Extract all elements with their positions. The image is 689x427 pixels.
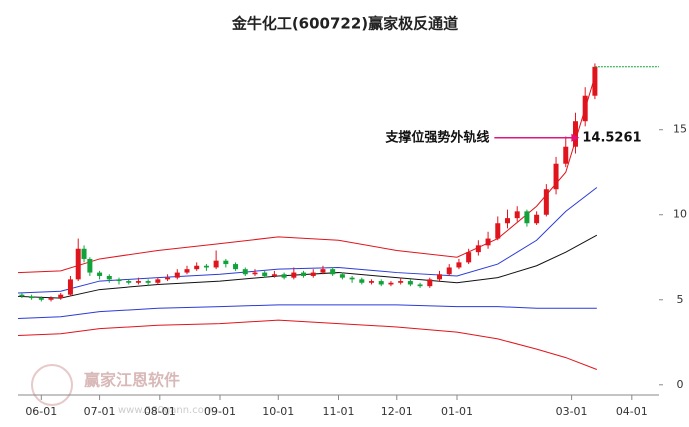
candle-body xyxy=(504,218,510,224)
candle-body xyxy=(572,121,578,147)
candle-body xyxy=(194,265,200,270)
candle-body xyxy=(38,298,44,300)
candle-body xyxy=(485,238,491,246)
candle-body xyxy=(97,272,103,276)
chart-title: 金牛化工(600722)赢家极反通道 xyxy=(231,15,458,33)
candle-body xyxy=(271,274,277,276)
y-tick-label: 10 xyxy=(673,208,687,221)
annotation-arrowhead xyxy=(571,133,580,142)
candle-body xyxy=(417,284,423,287)
candle-body xyxy=(437,274,443,280)
candle-body xyxy=(369,281,375,283)
candle-body xyxy=(19,294,25,297)
candle-body xyxy=(301,272,307,276)
candle-body xyxy=(359,279,365,283)
x-tick-label: 04-01 xyxy=(616,405,648,418)
candle-body xyxy=(281,274,287,278)
candle-body xyxy=(543,189,549,215)
watermark-logo xyxy=(31,364,73,406)
candle-body xyxy=(252,272,258,275)
candle-body xyxy=(242,269,248,275)
x-tick-label: 01-01 xyxy=(441,405,473,418)
candle-body xyxy=(165,277,171,280)
channel-line xyxy=(17,319,598,370)
y-tick-label: 0 xyxy=(677,378,684,391)
candle-body xyxy=(184,269,190,273)
channel-line xyxy=(17,304,597,319)
candle-body xyxy=(407,281,413,285)
candle-body xyxy=(592,66,598,96)
x-tick-label: 07-01 xyxy=(84,405,116,418)
y-tick-label: 5 xyxy=(677,293,684,306)
candle-body xyxy=(398,281,404,283)
candle-body xyxy=(67,279,73,295)
candle-body xyxy=(233,264,239,270)
candle-body xyxy=(427,279,433,287)
candle-body xyxy=(553,163,559,190)
candle-body xyxy=(291,272,297,278)
candle-body xyxy=(155,279,161,283)
annotation-text: 支撑位强势外轨线 xyxy=(384,129,489,145)
candle-body xyxy=(81,248,87,259)
candle-body xyxy=(388,282,394,285)
watermark-text: 赢家江恩软件 xyxy=(84,371,180,390)
candle-body xyxy=(48,298,54,300)
candle-body xyxy=(75,248,81,280)
candle-body xyxy=(456,262,462,268)
x-tick-label: 10-01 xyxy=(262,405,294,418)
candle-body xyxy=(145,281,151,283)
candle-body xyxy=(203,265,209,268)
candle-body xyxy=(514,211,520,219)
channel-line xyxy=(17,70,598,274)
candle-body xyxy=(174,272,180,278)
x-tick-label: 06-01 xyxy=(25,405,57,418)
candle-body xyxy=(58,294,64,299)
x-tick-label: 03-01 xyxy=(556,405,588,418)
candle-body xyxy=(106,275,112,280)
candle-body xyxy=(378,281,384,285)
candle-body xyxy=(310,272,316,276)
y-tick-label: 15 xyxy=(673,123,687,136)
candle-body xyxy=(126,281,132,283)
watermark-url: www.360gann.com xyxy=(118,405,214,416)
candle-body xyxy=(534,214,540,224)
channel-line xyxy=(17,187,598,294)
channel-line xyxy=(17,234,598,299)
candle-body xyxy=(446,267,452,275)
candle-body xyxy=(223,260,229,265)
candle-body xyxy=(475,245,481,253)
candle-body xyxy=(116,279,122,282)
candle-body xyxy=(135,281,141,283)
candle-body xyxy=(563,146,569,164)
candle-body xyxy=(495,223,501,239)
candle-body xyxy=(330,269,336,275)
candle-body xyxy=(524,211,530,224)
x-tick-label: 09-01 xyxy=(204,405,236,418)
candle-body xyxy=(213,260,219,268)
x-tick-label: 12-01 xyxy=(381,405,413,418)
candle-body xyxy=(339,274,345,278)
x-tick-label: 08-01 xyxy=(144,405,176,418)
watermark: 赢家江恩软件 www.360gann.com xyxy=(31,364,214,416)
x-tick-label: 11-01 xyxy=(323,405,355,418)
candle-body xyxy=(262,272,268,276)
candle-body xyxy=(582,95,588,122)
candle-body xyxy=(29,296,35,299)
candle-body xyxy=(320,269,326,273)
candle-body xyxy=(87,258,93,273)
annotation-value: 14.5261 xyxy=(582,130,641,145)
candle-body xyxy=(349,277,355,280)
candle-body xyxy=(466,252,472,263)
